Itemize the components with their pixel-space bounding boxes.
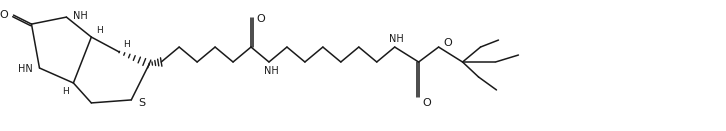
Text: H: H [62,88,68,96]
Text: O: O [423,98,431,108]
Text: O: O [0,10,9,20]
Text: NH: NH [73,11,88,21]
Text: NH: NH [264,66,278,76]
Text: H: H [97,26,103,35]
Text: HN: HN [17,64,33,74]
Text: H: H [123,40,130,49]
Text: NH: NH [389,34,404,44]
Text: O: O [444,38,452,48]
Text: S: S [138,98,145,108]
Text: O: O [256,14,265,24]
